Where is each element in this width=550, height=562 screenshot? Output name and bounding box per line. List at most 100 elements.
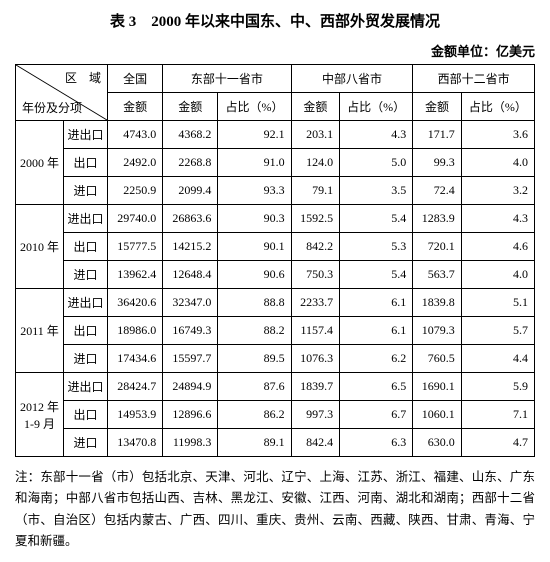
value-cell: 124.0 (291, 149, 339, 177)
table-row: 2012 年1-9 月进出口28424.724894.987.61839.76.… (16, 373, 535, 401)
category-cell: 进口 (64, 345, 108, 373)
value-cell: 6.2 (340, 345, 413, 373)
col-central: 中部八省市 (291, 65, 413, 93)
value-cell: 997.3 (291, 401, 339, 429)
value-cell: 5.1 (461, 289, 534, 317)
value-cell: 3.6 (461, 121, 534, 149)
value-cell: 90.6 (218, 261, 291, 289)
value-cell: 630.0 (413, 429, 461, 457)
value-cell: 5.0 (340, 149, 413, 177)
trade-table: 区 域 年份及分项 全国 东部十一省市 中部八省市 西部十二省市 金额 金额 占… (15, 64, 535, 457)
table-row: 进口17434.615597.789.51076.36.2760.54.4 (16, 345, 535, 373)
col-west: 西部十二省市 (413, 65, 535, 93)
sub-share-central: 占比（%） (340, 93, 413, 121)
value-cell: 28424.7 (108, 373, 163, 401)
value-cell: 1079.3 (413, 317, 461, 345)
sub-amount-west: 金额 (413, 93, 461, 121)
year-cell: 2010 年 (16, 205, 64, 289)
year-cell: 2000 年 (16, 121, 64, 205)
category-cell: 出口 (64, 401, 108, 429)
value-cell: 11998.3 (163, 429, 218, 457)
category-cell: 出口 (64, 233, 108, 261)
col-national: 全国 (108, 65, 163, 93)
diag-top-label: 区 域 (65, 69, 101, 86)
value-cell: 88.2 (218, 317, 291, 345)
table-row: 2011 年进出口36420.632347.088.82233.76.11839… (16, 289, 535, 317)
value-cell: 13470.8 (108, 429, 163, 457)
value-cell: 5.4 (340, 205, 413, 233)
diag-bottom-label: 年份及分项 (22, 99, 82, 116)
value-cell: 12648.4 (163, 261, 218, 289)
category-cell: 进出口 (64, 373, 108, 401)
value-cell: 72.4 (413, 177, 461, 205)
footnote: 注：东部十一省（市）包括北京、天津、河北、辽宁、上海、江苏、浙江、福建、山东、广… (15, 467, 535, 552)
value-cell: 2099.4 (163, 177, 218, 205)
value-cell: 15597.7 (163, 345, 218, 373)
value-cell: 5.4 (340, 261, 413, 289)
value-cell: 36420.6 (108, 289, 163, 317)
table-row: 进口13962.412648.490.6750.35.4563.74.0 (16, 261, 535, 289)
value-cell: 6.1 (340, 317, 413, 345)
value-cell: 2268.8 (163, 149, 218, 177)
table-row: 进口2250.92099.493.379.13.572.43.2 (16, 177, 535, 205)
value-cell: 6.5 (340, 373, 413, 401)
value-cell: 1839.7 (291, 373, 339, 401)
table-row: 2010 年进出口29740.026863.690.31592.55.41283… (16, 205, 535, 233)
category-cell: 进出口 (64, 289, 108, 317)
table-row: 出口14953.912896.686.2997.36.71060.17.1 (16, 401, 535, 429)
table-row: 出口18986.016749.388.21157.46.11079.35.7 (16, 317, 535, 345)
table-row: 进口13470.811998.389.1842.46.3630.04.7 (16, 429, 535, 457)
year-cell: 2011 年 (16, 289, 64, 373)
value-cell: 6.3 (340, 429, 413, 457)
value-cell: 842.4 (291, 429, 339, 457)
value-cell: 17434.6 (108, 345, 163, 373)
value-cell: 4.3 (461, 205, 534, 233)
col-east: 东部十一省市 (163, 65, 291, 93)
value-cell: 1060.1 (413, 401, 461, 429)
value-cell: 90.3 (218, 205, 291, 233)
value-cell: 86.2 (218, 401, 291, 429)
value-cell: 89.1 (218, 429, 291, 457)
table-body: 2000 年进出口4743.04368.292.1203.14.3171.73.… (16, 121, 535, 457)
value-cell: 99.3 (413, 149, 461, 177)
value-cell: 26863.6 (163, 205, 218, 233)
value-cell: 4.7 (461, 429, 534, 457)
value-cell: 1076.3 (291, 345, 339, 373)
value-cell: 2250.9 (108, 177, 163, 205)
value-cell: 89.5 (218, 345, 291, 373)
category-cell: 进出口 (64, 205, 108, 233)
value-cell: 750.3 (291, 261, 339, 289)
value-cell: 2233.7 (291, 289, 339, 317)
table-row: 出口15777.514215.290.1842.25.3720.14.6 (16, 233, 535, 261)
value-cell: 90.1 (218, 233, 291, 261)
value-cell: 1283.9 (413, 205, 461, 233)
value-cell: 1592.5 (291, 205, 339, 233)
value-cell: 4.0 (461, 149, 534, 177)
value-cell: 91.0 (218, 149, 291, 177)
value-cell: 4.3 (340, 121, 413, 149)
value-cell: 88.8 (218, 289, 291, 317)
value-cell: 720.1 (413, 233, 461, 261)
value-cell: 5.3 (340, 233, 413, 261)
year-cell: 2012 年1-9 月 (16, 373, 64, 457)
category-cell: 出口 (64, 149, 108, 177)
value-cell: 171.7 (413, 121, 461, 149)
value-cell: 563.7 (413, 261, 461, 289)
unit-label: 金额单位：亿美元 (15, 41, 535, 60)
value-cell: 3.5 (340, 177, 413, 205)
value-cell: 1157.4 (291, 317, 339, 345)
category-cell: 进口 (64, 177, 108, 205)
diagonal-header: 区 域 年份及分项 (16, 65, 108, 121)
table-row: 出口2492.02268.891.0124.05.099.34.0 (16, 149, 535, 177)
value-cell: 2492.0 (108, 149, 163, 177)
value-cell: 15777.5 (108, 233, 163, 261)
value-cell: 6.7 (340, 401, 413, 429)
table-title: 表 3 2000 年以来中国东、中、西部外贸发展情况 (15, 10, 535, 31)
value-cell: 24894.9 (163, 373, 218, 401)
sub-amount-east: 金额 (163, 93, 218, 121)
value-cell: 12896.6 (163, 401, 218, 429)
value-cell: 29740.0 (108, 205, 163, 233)
value-cell: 13962.4 (108, 261, 163, 289)
value-cell: 7.1 (461, 401, 534, 429)
value-cell: 4368.2 (163, 121, 218, 149)
